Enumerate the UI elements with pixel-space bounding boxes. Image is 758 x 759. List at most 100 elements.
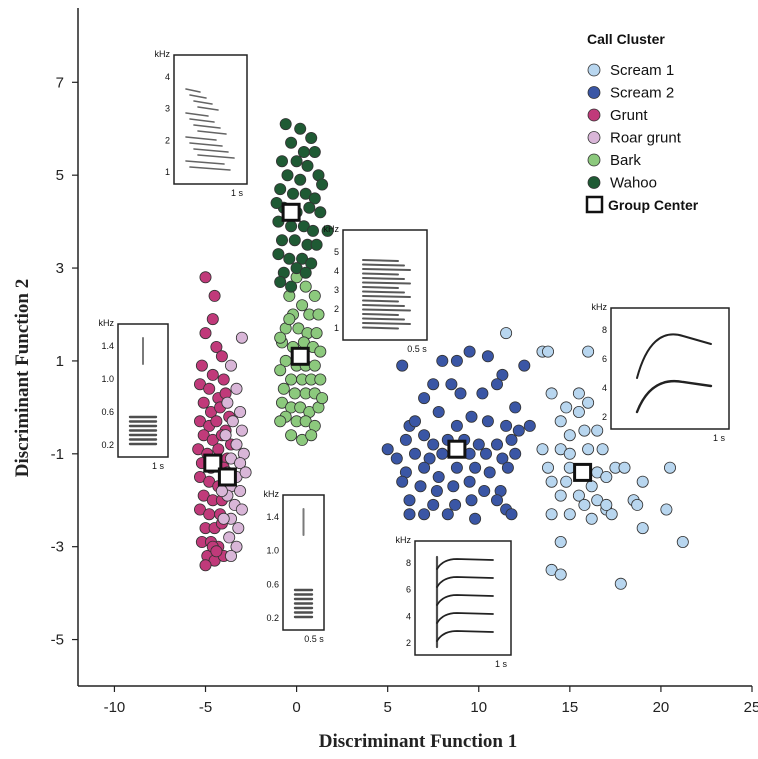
inset-frame <box>610 307 730 430</box>
spectrogram-stroke <box>436 612 494 624</box>
x-axis-title: Discriminant Function 1 <box>319 731 517 752</box>
data-point <box>399 433 412 446</box>
legend-item-wahoo: Wahoo <box>587 175 657 192</box>
data-point <box>542 461 555 474</box>
data-point <box>660 503 673 516</box>
spectrogram-stroke <box>362 277 405 280</box>
inset-frame <box>173 54 248 185</box>
data-point <box>210 545 223 558</box>
data-point <box>447 480 460 493</box>
spectrogram-stroke <box>362 326 399 330</box>
data-point <box>408 447 421 460</box>
inset-unit-label: kHz <box>264 489 280 499</box>
data-point <box>296 299 309 312</box>
data-point <box>275 234 288 247</box>
data-point <box>210 340 223 353</box>
data-point <box>596 443 609 456</box>
legend-label: Group Center <box>608 197 699 213</box>
legend-label: Scream 2 <box>610 85 674 102</box>
spectrogram-stroke <box>193 148 229 153</box>
inset-tick-label: 8 <box>406 558 411 568</box>
spectrogram-stroke <box>635 379 713 414</box>
data-point <box>560 475 573 488</box>
data-point <box>306 224 319 237</box>
data-point <box>481 350 494 363</box>
data-point <box>418 392 431 405</box>
data-point <box>501 461 514 474</box>
data-point <box>432 470 445 483</box>
spectrogram-stroke <box>362 286 399 289</box>
spectrogram-stroke <box>193 100 213 105</box>
data-point <box>478 484 491 497</box>
data-point <box>299 280 312 293</box>
x-tick-label: 5 <box>384 699 392 716</box>
inset-tick-label: 4 <box>334 266 339 276</box>
data-point <box>217 373 230 386</box>
inset-tick-label: 4 <box>602 383 607 393</box>
series-scream-1 <box>500 327 689 590</box>
spectrogram-trace <box>293 508 314 619</box>
spectrogram-stroke <box>193 124 221 129</box>
y-tick-label: 3 <box>56 260 64 277</box>
spectrogram-stroke <box>362 299 399 303</box>
legend-swatch <box>587 153 601 167</box>
data-point <box>215 350 228 363</box>
data-point <box>314 373 327 386</box>
data-point <box>631 498 644 511</box>
spectrogram-stroke <box>636 333 712 379</box>
spectrogram-stroke <box>197 130 227 135</box>
spectrogram-stroke <box>189 142 223 147</box>
data-point <box>427 438 440 451</box>
spectrogram-stroke <box>362 322 411 325</box>
y-tick-label: -1 <box>51 446 64 463</box>
spectrogram-stroke <box>362 304 405 307</box>
series-roar-grunt <box>215 331 252 563</box>
data-point <box>572 405 585 418</box>
legend-label: Scream 1 <box>610 62 674 79</box>
data-point <box>585 512 598 525</box>
data-point <box>512 424 525 437</box>
data-point <box>481 415 494 428</box>
spectrogram-stroke <box>362 281 411 285</box>
spectrogram-trace <box>435 555 494 649</box>
inset-unit-label: kHz <box>592 302 608 312</box>
inset-tick-label: 1 <box>165 167 170 177</box>
data-point <box>221 396 234 409</box>
y-tick-label: 1 <box>56 353 64 370</box>
data-point <box>450 354 463 367</box>
data-point <box>636 522 649 535</box>
data-point <box>418 429 431 442</box>
spectrogram-stroke <box>362 290 405 294</box>
data-point <box>554 536 567 549</box>
data-point <box>297 145 310 158</box>
inset-tick-label: 0.2 <box>101 440 114 450</box>
inset-tick-label: 2 <box>406 638 411 648</box>
data-point <box>605 508 618 521</box>
spectrogram-trace <box>185 88 235 171</box>
data-point <box>275 155 288 168</box>
legend-label: Roar grunt <box>610 130 682 147</box>
legend-swatch <box>587 63 601 77</box>
data-point <box>277 382 290 395</box>
legend-item-scream-2: Scream 2 <box>587 85 674 102</box>
data-point <box>572 387 585 400</box>
spectrogram-stroke <box>436 630 494 642</box>
data-point <box>316 392 329 405</box>
data-point <box>545 508 558 521</box>
data-point <box>290 155 303 168</box>
inset-duration-label: 1 s <box>152 461 165 471</box>
data-point <box>518 359 531 372</box>
data-point <box>490 378 503 391</box>
spectrogram-stroke <box>185 136 217 141</box>
data-point <box>316 178 329 191</box>
data-point <box>423 452 436 465</box>
data-point <box>235 331 248 344</box>
data-point <box>195 359 208 372</box>
y-tick-label: 7 <box>56 74 64 91</box>
data-point <box>436 354 449 367</box>
data-point <box>239 466 252 479</box>
data-point <box>490 494 503 507</box>
data-point <box>505 433 518 446</box>
